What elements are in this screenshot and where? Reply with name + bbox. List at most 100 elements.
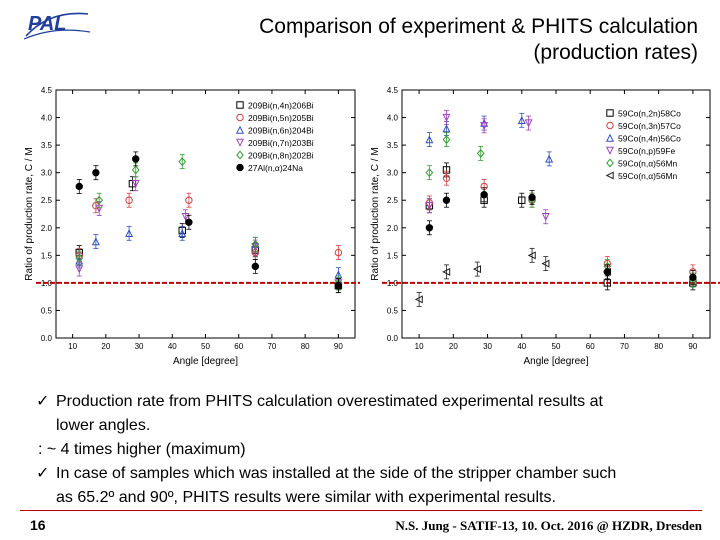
legend-marker — [236, 101, 244, 109]
data-point — [518, 196, 526, 204]
series-5 — [414, 247, 612, 307]
x-tick-label: 80 — [301, 342, 310, 351]
bullet-list: ✓ Production rate from PHITS calculation… — [36, 390, 706, 510]
data-point — [251, 239, 260, 249]
legend-label: 27Al(n,α)24Na — [248, 163, 303, 173]
data-point — [545, 154, 554, 163]
series-3 — [75, 176, 343, 291]
legend-label: 59Co(n,4n)56Co — [618, 134, 681, 144]
y-tick-label: 0.5 — [387, 306, 399, 315]
bullet-1-line-1: Production rate from PHITS calculation o… — [56, 393, 603, 410]
data-point — [442, 174, 451, 182]
data-point — [472, 265, 481, 274]
y-tick-label: 2.0 — [41, 224, 53, 233]
page-number: 16 — [30, 517, 46, 533]
data-point — [185, 218, 193, 226]
data-point — [414, 295, 423, 304]
legend-marker — [605, 133, 615, 142]
data-point — [425, 135, 434, 144]
legend-label: 59Co(n,2n)58Co — [618, 109, 681, 119]
data-point — [442, 196, 451, 204]
legend-label: 59Co(n,α)56Mn — [618, 171, 678, 181]
x-tick-label: 90 — [334, 342, 343, 351]
x-tick-label: 40 — [517, 342, 526, 351]
y-tick-label: 1.5 — [41, 251, 53, 260]
data-point — [91, 237, 100, 246]
data-point — [528, 193, 536, 202]
legend-marker — [606, 158, 614, 168]
bullet-2-line-2: as 65.2º and 90º, PHITS results were sim… — [56, 489, 556, 506]
y-tick-label: 0.0 — [41, 334, 53, 343]
data-point — [541, 259, 550, 268]
bullet-1-line-2: lower angles. — [56, 417, 151, 434]
legend-marker — [236, 150, 244, 160]
data-point — [185, 196, 193, 204]
y-axis-label: Ratio of production rate, C / M — [24, 147, 35, 280]
legend-marker — [236, 163, 244, 172]
title-line-1: Comparison of experiment & PHITS calcula… — [259, 15, 698, 38]
series-1 — [75, 192, 343, 263]
series-0 — [425, 162, 697, 291]
bullet-1: ✓ Production rate from PHITS calculation… — [36, 390, 706, 462]
x-tick-label: 90 — [688, 342, 697, 351]
data-point — [181, 213, 190, 222]
series-3 — [425, 110, 550, 225]
data-point — [125, 228, 134, 237]
x-tick-label: 50 — [201, 342, 210, 351]
x-tick-label: 30 — [483, 342, 492, 351]
series-1 — [425, 170, 697, 280]
check-icon: ✓ — [36, 393, 50, 410]
data-point — [527, 251, 536, 260]
y-tick-label: 4.0 — [387, 114, 399, 123]
data-point — [425, 224, 434, 232]
series-2 — [75, 225, 343, 283]
legend-marker — [235, 138, 245, 147]
x-tick-label: 80 — [654, 342, 663, 351]
x-tick-label: 70 — [620, 342, 629, 351]
data-point — [334, 248, 343, 257]
legend-marker — [235, 125, 245, 134]
data-point — [603, 268, 612, 276]
data-point — [517, 115, 526, 125]
bullet-1-line-3: : ~ 4 times higher (maximum) — [38, 441, 246, 458]
legend-label: 209Bi(n,7n)203Bi — [248, 138, 314, 148]
x-tick-label: 60 — [586, 342, 595, 351]
x-tick-label: 10 — [68, 342, 77, 351]
chart-bi-al: 0.00.51.01.52.02.53.03.54.04.51020304050… — [24, 86, 360, 367]
footer-citation: N.S. Jung - SATIF-13, 10. Oct. 2016 @ HZ… — [395, 518, 702, 533]
legend-marker — [605, 171, 614, 180]
legend: 59Co(n,2n)58Co 59Co(n,3n)57Co 59Co(n,4n)56… — [605, 109, 681, 181]
y-tick-label: 2.5 — [41, 196, 53, 205]
data-point — [480, 122, 489, 131]
data-point — [425, 202, 434, 211]
series-4 — [75, 154, 343, 291]
data-point — [132, 155, 140, 163]
pal-logo: PAL — [20, 6, 94, 44]
x-tick-label: 60 — [234, 342, 243, 351]
legend-label: 59Co(n,3n)57Co — [618, 121, 681, 131]
legend-marker — [605, 146, 615, 155]
data-point — [75, 253, 84, 263]
y-tick-label: 2.0 — [387, 224, 399, 233]
bullet-2: ✓ In case of samples which was installed… — [36, 462, 706, 510]
y-tick-label: 3.5 — [41, 141, 53, 150]
data-point — [178, 157, 187, 167]
data-point — [75, 265, 84, 274]
check-icon: ✓ — [36, 465, 50, 482]
chart-co: 0.00.51.01.52.02.53.03.54.04.51020304050… — [370, 86, 720, 367]
y-tick-label: 3.0 — [387, 169, 399, 178]
title-line-2: (production rates) — [533, 41, 698, 64]
x-tick-label: 40 — [168, 342, 177, 351]
data-point — [442, 113, 451, 122]
data-point — [480, 191, 488, 199]
bullet-2-line-1: In case of samples which was installed a… — [56, 465, 617, 482]
x-axis-label: Angle [degree] — [173, 356, 238, 367]
legend-label: 59Co(n,p)59Fe — [618, 146, 675, 156]
x-tick-label: 10 — [415, 342, 424, 351]
x-axis-label: Angle [degree] — [523, 356, 588, 367]
y-tick-label: 0.5 — [41, 306, 53, 315]
y-tick-label: 4.5 — [387, 86, 399, 95]
data-point — [442, 124, 451, 133]
data-point — [131, 165, 140, 175]
series-5 — [75, 151, 343, 294]
